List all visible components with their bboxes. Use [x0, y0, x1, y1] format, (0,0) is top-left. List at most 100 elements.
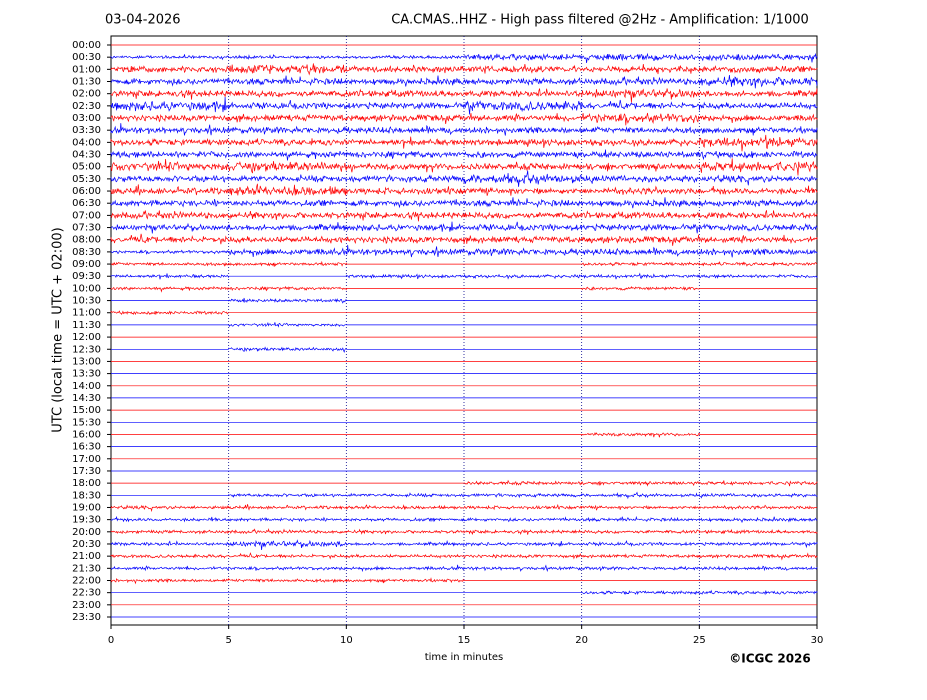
- trace-segment: [228, 552, 347, 560]
- trace-segment: [110, 233, 230, 245]
- trace-segment: [581, 515, 700, 523]
- trace-segment: [463, 235, 583, 245]
- x-tick-label: 10: [340, 635, 353, 646]
- trace-segment: [699, 52, 818, 63]
- trace-segment: [110, 529, 230, 535]
- x-tick-label: 0: [108, 635, 114, 646]
- y-tick-label: 15:30: [72, 417, 101, 428]
- trace-segment: [581, 285, 700, 291]
- trace-segment: [463, 161, 583, 172]
- y-tick-label: 18:00: [72, 478, 101, 489]
- trace-segment: [228, 125, 347, 135]
- trace-segment: [345, 186, 465, 196]
- trace-segment: [228, 285, 347, 292]
- trace-segment: [698, 247, 818, 258]
- trace-segment: [110, 174, 230, 183]
- trace-segment: [698, 528, 818, 535]
- trace-segment: [345, 199, 465, 209]
- y-tick-label: 11:30: [72, 320, 101, 331]
- trace-segment: [463, 273, 583, 280]
- trace-segment: [228, 100, 347, 110]
- trace-segment: [110, 577, 230, 585]
- trace-segment: [110, 54, 230, 61]
- trace-segment: [581, 553, 700, 559]
- date: 03-04-2026: [105, 13, 181, 28]
- trace-segment: [228, 578, 347, 584]
- y-tick-label: 05:30: [72, 174, 101, 185]
- trace-segment: [228, 174, 347, 184]
- y-tick-label: 09:30: [72, 271, 101, 282]
- y-tick-label: 10:30: [72, 296, 101, 307]
- y-tick-label: 02:00: [72, 89, 101, 100]
- trace-segment: [110, 184, 229, 196]
- trace-segment: [228, 493, 347, 498]
- trace-segment: [345, 553, 465, 559]
- x-tick-label: 15: [458, 635, 471, 646]
- trace-segment: [698, 234, 818, 245]
- trace-segment: [110, 310, 230, 316]
- trace-segment: [463, 503, 583, 511]
- x-tick-label: 25: [693, 635, 706, 646]
- y-tick-label: 21:30: [72, 563, 101, 574]
- y-tick-label: 17:00: [72, 454, 101, 465]
- trace-segment: [698, 88, 818, 98]
- trace-segment: [581, 504, 700, 511]
- trace-segment: [463, 53, 583, 61]
- trace-segment: [581, 234, 700, 246]
- trace-segment: [698, 75, 818, 89]
- trace-segment: [698, 260, 818, 267]
- trace-segment: [698, 158, 818, 176]
- trace-segment: [581, 76, 700, 87]
- trace-segment: [698, 210, 818, 219]
- trace-segment: [463, 88, 583, 98]
- trace-segment: [698, 198, 818, 208]
- y-tick-label: 02:30: [72, 101, 101, 112]
- trace-segment: [228, 539, 347, 550]
- trace-segment: [345, 221, 465, 232]
- trace-segment: [581, 185, 700, 196]
- trace-segment: [463, 211, 583, 220]
- trace-segment: [228, 297, 347, 304]
- trace-segment: [228, 235, 347, 244]
- trace-segment: [228, 54, 347, 60]
- y-tick-label: 00:30: [72, 52, 101, 63]
- trace-segment: [581, 590, 700, 596]
- trace-segment: [698, 552, 818, 561]
- trace-segment: [228, 346, 347, 354]
- trace-segment: [463, 553, 583, 560]
- trace-segment: [581, 540, 700, 547]
- trace-segment: [581, 125, 700, 135]
- y-tick-label: 19:00: [72, 502, 101, 513]
- trace-segment: [345, 504, 465, 511]
- y-tick-label: 11:00: [72, 308, 101, 319]
- trace-segment: [698, 589, 818, 596]
- trace-segment: [698, 126, 818, 136]
- y-tick-label: 23:30: [72, 612, 101, 623]
- trace-segment: [228, 565, 347, 571]
- trace-segment: [698, 150, 818, 161]
- trace-segment: [110, 261, 230, 267]
- y-tick-label: 01:00: [72, 64, 101, 75]
- trace-segment: [345, 273, 465, 280]
- y-tick-label: 19:30: [72, 515, 101, 526]
- trace-segment: [228, 222, 347, 232]
- trace-segment: [581, 174, 700, 184]
- trace-segment: [698, 113, 818, 124]
- trace-segment: [228, 75, 347, 87]
- trace-segment: [463, 516, 583, 523]
- trace-segment: [463, 540, 583, 548]
- trace-segment: [110, 540, 230, 547]
- y-tick-label: 14:30: [72, 393, 101, 404]
- trace-segment: [110, 285, 230, 293]
- x-tick-label: 20: [575, 635, 588, 646]
- trace-segment: [581, 246, 700, 257]
- trace-segment: [110, 504, 230, 513]
- y-tick-label: 16:00: [72, 429, 101, 440]
- trace-segment: [345, 235, 465, 245]
- trace-segment: [345, 54, 465, 60]
- trace-segment: [228, 516, 347, 523]
- trace-segment: [463, 64, 583, 74]
- trace-segment: [463, 221, 583, 232]
- trace-segment: [698, 185, 818, 195]
- trace-segment: [345, 64, 465, 74]
